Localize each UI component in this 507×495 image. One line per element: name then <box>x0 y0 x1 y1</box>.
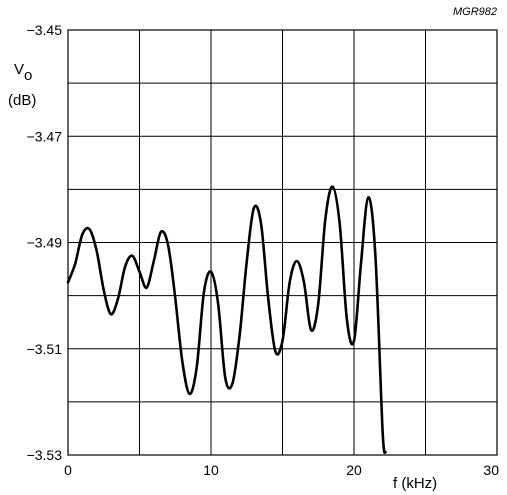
x-tick-label: 10 <box>203 462 219 478</box>
x-tick-label: 0 <box>64 462 72 478</box>
y-tick-label: −3.45 <box>27 22 63 38</box>
y-axis-label-unit: (dB) <box>8 92 36 109</box>
y-axis-label-sub: o <box>24 67 32 84</box>
y-tick-label: −3.51 <box>27 341 63 357</box>
tick-labels: −3.53 −3.51 −3.49 −3.47 −3.45 0 10 20 30 <box>27 22 500 478</box>
y-axis-label-main: V <box>14 61 24 78</box>
series-line <box>66 185 387 455</box>
x-axis-label: f (kHz) <box>393 475 437 492</box>
figure-code: MGR982 <box>453 6 497 18</box>
y-tick-label: −3.53 <box>27 447 63 463</box>
x-tick-label: 20 <box>346 462 362 478</box>
grid <box>67 29 498 456</box>
x-tick-label: 30 <box>483 462 499 478</box>
plot-frame <box>67 29 498 456</box>
y-tick-label: −3.49 <box>27 235 63 251</box>
y-tick-label: −3.47 <box>27 128 63 144</box>
